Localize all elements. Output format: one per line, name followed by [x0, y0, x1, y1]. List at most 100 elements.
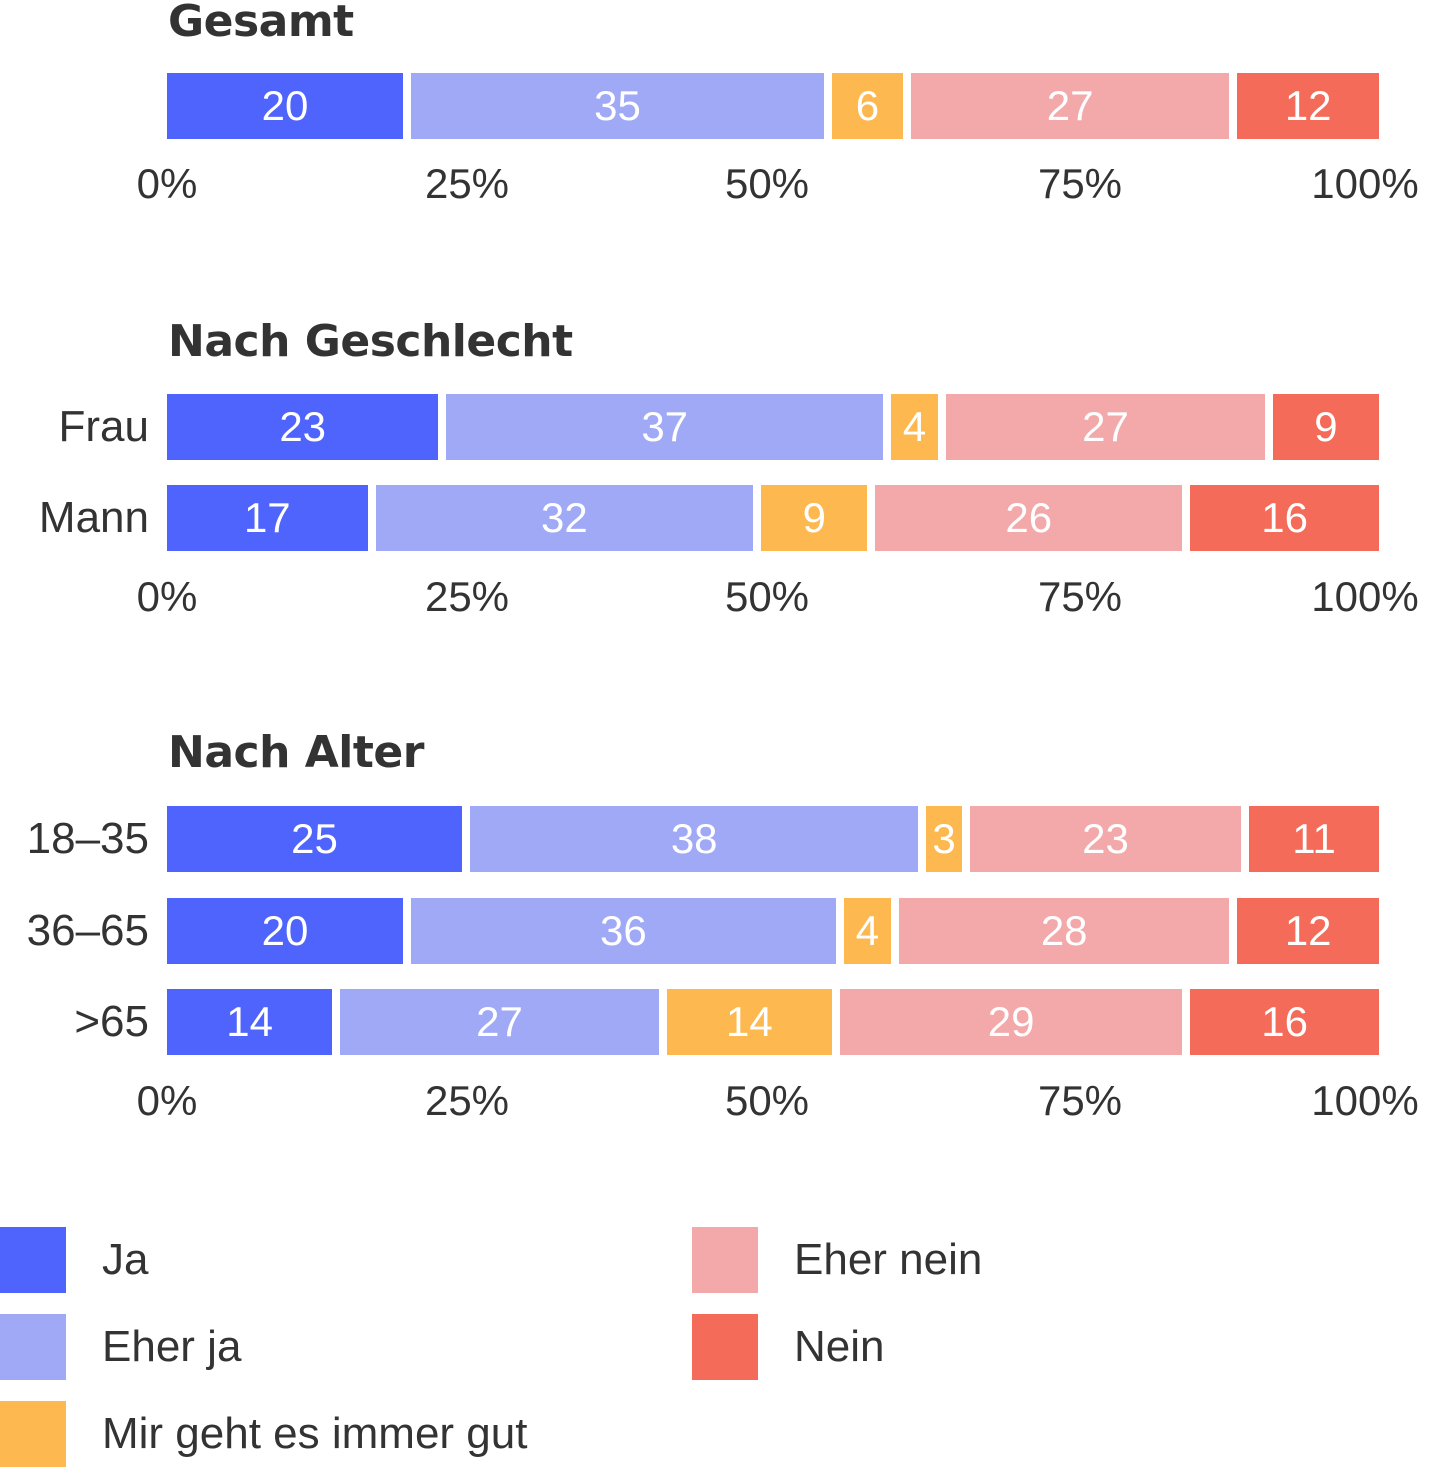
data-label: 32: [541, 494, 588, 541]
bar-row: 25 38 3 23 11: [167, 806, 1379, 872]
bar-segment: 37: [446, 394, 883, 460]
bar-segment: 4: [891, 394, 939, 460]
bar-segment: 35: [411, 73, 824, 139]
data-label: 12: [1284, 907, 1332, 954]
bar-row: 14 27 14 29 16: [167, 989, 1379, 1055]
data-label: 27: [476, 998, 523, 1045]
x-tick-label: 25%: [424, 160, 510, 207]
data-label: 4: [855, 907, 880, 954]
bar-segment: 27: [340, 989, 659, 1055]
data-label: 25: [291, 815, 338, 862]
legend-item: Ja: [0, 1227, 148, 1293]
x-tick-label: 75%: [1037, 160, 1123, 207]
legend-label: Eher ja: [102, 1322, 242, 1371]
data-label: 28: [1040, 907, 1088, 954]
group-title: Gesamt: [168, 0, 354, 47]
data-label: 16: [1261, 494, 1308, 541]
x-tick-label: 0%: [136, 1077, 198, 1124]
bar-segment: 14: [167, 989, 333, 1055]
data-label: 11: [1292, 815, 1336, 862]
legend-swatch: [692, 1314, 758, 1380]
bar-segment: 11: [1249, 806, 1379, 872]
bar-segment: 29: [840, 989, 1183, 1055]
group-title: Nach Geschlecht: [168, 316, 573, 367]
bar-segment: 20: [167, 898, 403, 964]
bar-segment: 16: [1190, 485, 1379, 551]
legend-label: Eher nein: [794, 1235, 983, 1284]
data-label: 26: [1005, 494, 1053, 541]
bar-segment: 20: [167, 73, 403, 139]
x-tick-label: 0%: [136, 160, 198, 207]
bar-segment: 9: [1272, 394, 1379, 460]
bar-segment: 23: [167, 394, 439, 460]
data-label: 23: [1082, 815, 1129, 862]
bar-segment: 14: [666, 989, 832, 1055]
data-label: 9: [1314, 403, 1338, 450]
legend-item: Eher ja: [0, 1314, 241, 1380]
data-label: 14: [726, 998, 773, 1045]
data-label: 17: [243, 494, 291, 541]
row-label: Mann: [38, 493, 149, 542]
data-label: 37: [641, 403, 689, 450]
bar-segment: 3: [926, 806, 962, 872]
bar-row: 20 35 6 27 12: [167, 73, 1379, 139]
data-label: 14: [226, 998, 273, 1045]
x-tick-label: 100%: [1311, 1077, 1419, 1124]
x-tick-label: 50%: [724, 573, 810, 620]
data-label: 38: [670, 815, 718, 862]
row-label: >65: [74, 997, 149, 1046]
bar-row: 17 32 9 26 16: [167, 485, 1379, 551]
bar-segment: 12: [1237, 73, 1379, 139]
bar-segment: 32: [375, 485, 754, 551]
x-tick-label: 100%: [1311, 160, 1419, 207]
bar-segment: 25: [167, 806, 462, 872]
data-label: 3: [932, 815, 956, 862]
legend-swatch: [0, 1314, 66, 1380]
bar-segment: 27: [910, 73, 1230, 139]
data-label: 20: [261, 82, 309, 129]
row-label: 18–35: [26, 814, 149, 863]
x-tick-label: 25%: [424, 573, 510, 620]
legend-swatch: [0, 1227, 66, 1293]
bar-segment: 6: [832, 73, 903, 139]
bar-segment: 4: [843, 898, 891, 964]
data-label: 9: [802, 494, 826, 541]
data-label: 16: [1261, 998, 1308, 1045]
legend-item: Nein: [692, 1314, 885, 1380]
group-title: Nach Alter: [168, 727, 424, 778]
bar-segment: 38: [470, 806, 919, 872]
data-label: 20: [261, 907, 309, 954]
data-label: 29: [987, 998, 1035, 1045]
bar-segment: 12: [1237, 898, 1379, 964]
data-label: 35: [594, 82, 641, 129]
legend-label: Mir geht es immer gut: [102, 1409, 528, 1458]
data-label: 4: [902, 403, 927, 450]
x-tick-label: 50%: [724, 1077, 810, 1124]
x-tick-label: 25%: [424, 1077, 510, 1124]
data-label: 36: [600, 907, 647, 954]
bar-row: 20 36 4 28 12: [167, 898, 1379, 964]
legend-label: Nein: [794, 1322, 885, 1371]
x-tick-label: 100%: [1311, 573, 1419, 620]
row-label: Frau: [58, 402, 149, 451]
data-label: 27: [1046, 82, 1094, 129]
legend-label: Ja: [102, 1235, 149, 1284]
row-label: 36–65: [26, 906, 149, 955]
data-label: 12: [1284, 82, 1332, 129]
bar-row: 23 37 4 27 9: [167, 394, 1379, 460]
data-label: 6: [855, 82, 880, 129]
data-label: 27: [1082, 403, 1129, 450]
bar-segment: 16: [1190, 989, 1379, 1055]
x-tick-label: 0%: [136, 573, 198, 620]
x-tick-label: 75%: [1037, 573, 1123, 620]
legend-item: Mir geht es immer gut: [0, 1401, 527, 1467]
bar-segment: 9: [761, 485, 868, 551]
bar-segment: 27: [946, 394, 1265, 460]
legend-item: Eher nein: [692, 1227, 982, 1293]
x-tick-label: 75%: [1037, 1077, 1123, 1124]
bar-segment: 26: [875, 485, 1183, 551]
x-tick-label: 50%: [724, 160, 810, 207]
bar-segment: 23: [969, 806, 1242, 872]
bar-segment: 17: [167, 485, 368, 551]
legend-swatch: [692, 1227, 758, 1293]
